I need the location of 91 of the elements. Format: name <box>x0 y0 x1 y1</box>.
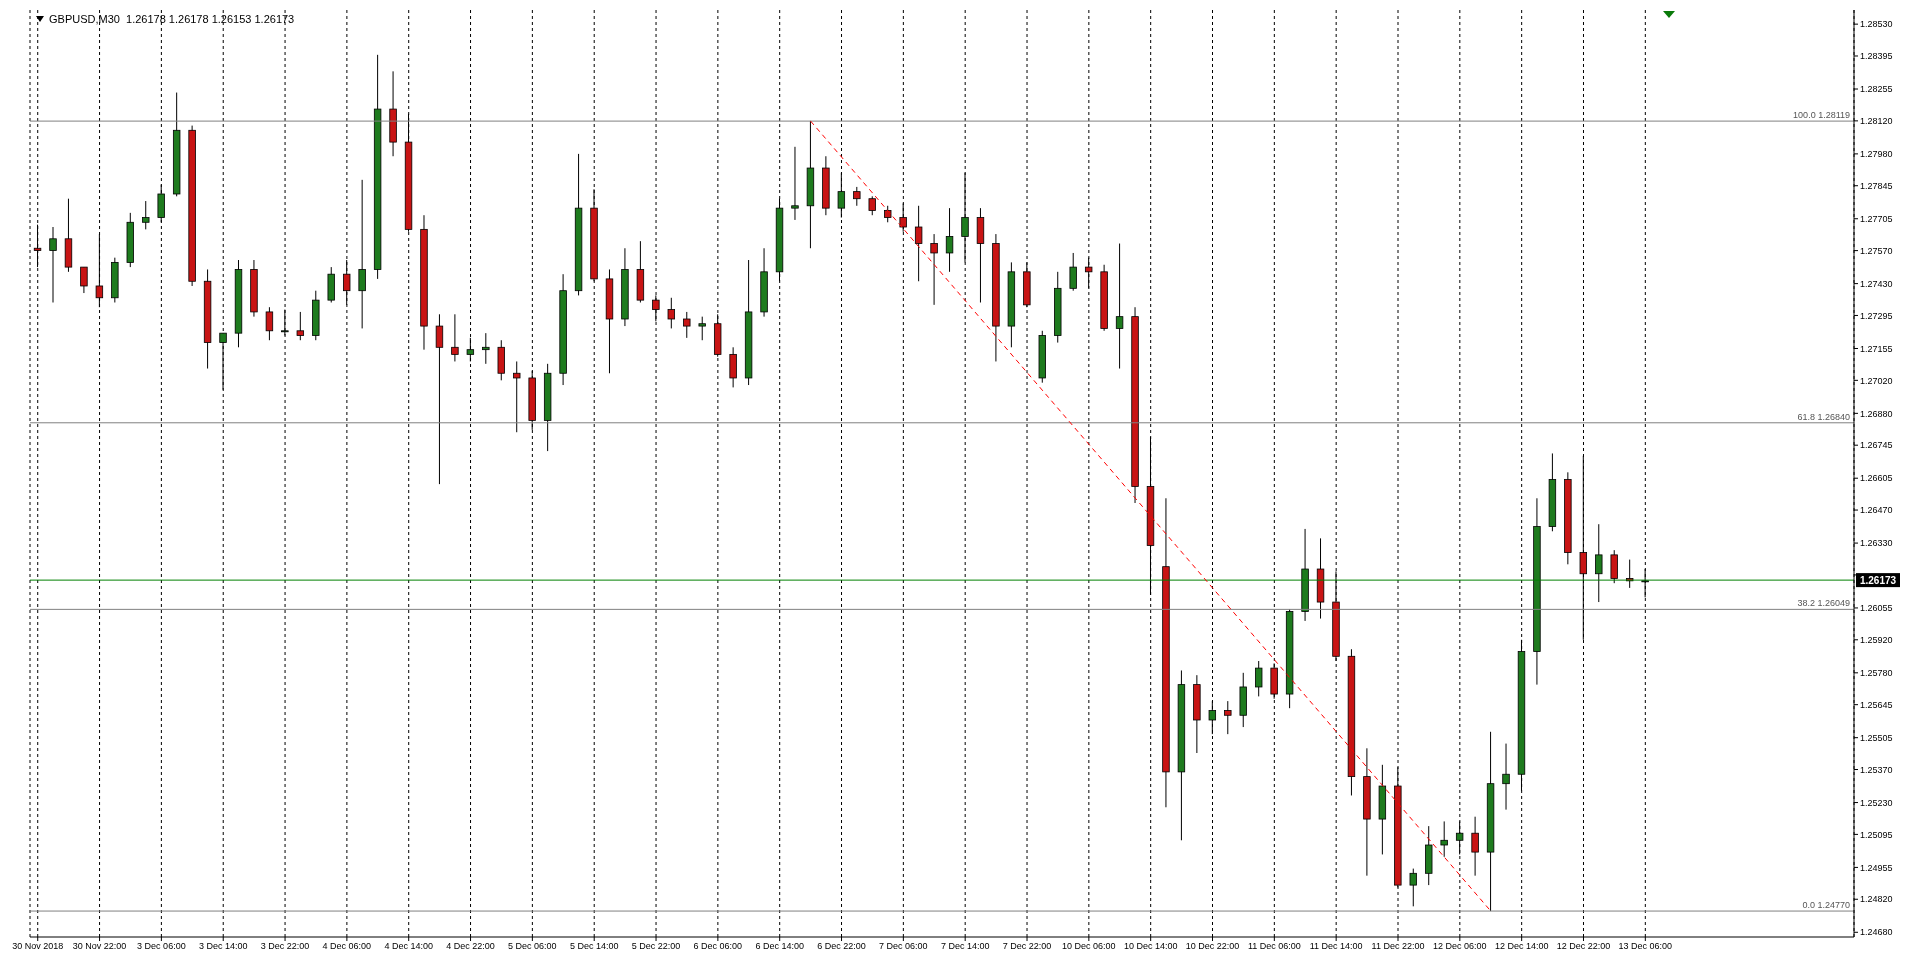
x-tick-label: 3 Dec 06:00 <box>137 941 186 952</box>
ref-line-label: 0.0 1.24770 <box>1802 900 1850 911</box>
y-tick-label: 1.26745 <box>1860 440 1893 451</box>
candlestick <box>1440 820 1448 858</box>
candlestick <box>49 226 57 303</box>
candlestick <box>358 179 366 329</box>
y-tick-label: 1.26330 <box>1860 538 1893 549</box>
x-tick-label: 7 Dec 06:00 <box>879 941 928 952</box>
candlestick <box>667 297 676 329</box>
y-tick-label: 1.26880 <box>1860 408 1893 419</box>
candlestick <box>698 316 706 341</box>
y-tick-label: 1.25780 <box>1860 668 1893 679</box>
y-tick-label: 1.28120 <box>1860 116 1893 127</box>
candlestick <box>1255 660 1263 697</box>
x-tick-label: 10 Dec 22:00 <box>1185 941 1240 952</box>
candlestick <box>853 186 861 207</box>
x-tick-label: 12 Dec 06:00 <box>1433 941 1487 952</box>
x-tick-label: 5 Dec 06:00 <box>508 941 557 952</box>
candlestick <box>1610 549 1618 584</box>
ref-line-label: 38.2 1.26049 <box>1797 598 1850 609</box>
x-tick-label: 12 Dec 22:00 <box>1556 941 1611 952</box>
candlestick <box>482 332 490 365</box>
x-tick-label: 7 Dec 14:00 <box>940 941 990 952</box>
y-tick-label: 1.27430 <box>1860 278 1893 289</box>
x-tick-label: 5 Dec 22:00 <box>631 941 681 952</box>
x-tick-label: 7 Dec 22:00 <box>1002 941 1052 952</box>
y-tick-label: 1.25920 <box>1860 634 1893 645</box>
candlestick <box>1471 816 1479 877</box>
candlestick <box>80 266 88 294</box>
x-tick-label: 11 Dec 14:00 <box>1309 941 1363 952</box>
y-tick-label: 1.27155 <box>1860 343 1893 354</box>
x-tick-label: 4 Dec 22:00 <box>446 941 495 952</box>
candlestick <box>451 313 459 362</box>
x-tick-label: 30 Nov 2018 <box>12 941 64 952</box>
candlestick <box>791 146 799 221</box>
y-tick-label: 1.25505 <box>1860 732 1893 743</box>
y-tick-label: 1.24820 <box>1860 894 1893 905</box>
y-tick-label: 1.28395 <box>1860 51 1893 62</box>
candlestick <box>683 311 691 339</box>
y-tick-label: 1.25095 <box>1860 829 1893 840</box>
x-tick-label: 6 Dec 14:00 <box>755 941 804 952</box>
y-tick-label: 1.26470 <box>1860 505 1893 516</box>
x-tick-label: 12 Dec 14:00 <box>1494 941 1549 952</box>
candlestick <box>914 205 923 282</box>
annotation: 1.26173 <box>1859 575 1897 587</box>
y-tick-label: 1.25230 <box>1860 797 1893 808</box>
y-tick-label: 1.24680 <box>1860 927 1893 938</box>
x-tick-label: 4 Dec 14:00 <box>384 941 433 952</box>
candlestick <box>729 346 737 388</box>
y-tick-label: 1.26605 <box>1860 473 1893 484</box>
ref-line-label: 61.8 1.26840 <box>1797 411 1850 422</box>
x-tick-label: 6 Dec 22:00 <box>817 941 866 952</box>
candlestick <box>296 311 305 341</box>
chart-title: GBPUSD,M30 1.26178 1.26178 1.26153 1.26173 <box>49 13 295 25</box>
candlestick <box>142 200 150 230</box>
candlestick <box>1069 252 1077 292</box>
x-tick-label: 10 Dec 14:00 <box>1123 941 1178 952</box>
candlestick <box>945 207 954 273</box>
candlestick <box>1595 523 1603 603</box>
candlestick <box>930 233 938 306</box>
x-tick-label: 3 Dec 22:00 <box>260 941 310 952</box>
x-tick-label: 30 Nov 22:00 <box>72 941 127 952</box>
candlestick <box>513 360 521 433</box>
x-tick-label: 5 Dec 14:00 <box>569 941 619 952</box>
y-tick-label: 1.27980 <box>1860 149 1893 160</box>
candlestick <box>1502 743 1510 811</box>
x-tick-label: 13 Dec 06:00 <box>1618 941 1673 952</box>
candlestick <box>435 313 444 485</box>
x-tick-label: 3 Dec 14:00 <box>198 941 248 952</box>
y-tick-label: 1.26055 <box>1860 603 1893 614</box>
y-tick-label: 1.27570 <box>1860 245 1893 256</box>
ref-line-label: 100.0 1.28119 <box>1793 110 1850 121</box>
y-tick-label: 1.27845 <box>1860 180 1893 191</box>
x-tick-label: 6 Dec 06:00 <box>693 941 743 952</box>
y-tick-label: 1.28530 <box>1860 19 1893 30</box>
x-tick-label: 11 Dec 22:00 <box>1371 941 1425 952</box>
y-tick-label: 1.25645 <box>1860 699 1893 710</box>
y-tick-label: 1.27295 <box>1860 310 1893 321</box>
x-tick-label: 11 Dec 06:00 <box>1247 941 1301 952</box>
x-tick-label: 10 Dec 06:00 <box>1062 941 1116 952</box>
candlestick <box>1409 868 1417 907</box>
y-tick-label: 1.28255 <box>1860 84 1893 95</box>
candlestick <box>1115 243 1124 370</box>
candlestick <box>265 306 274 341</box>
y-tick-label: 1.25370 <box>1860 764 1893 775</box>
y-tick-label: 1.27020 <box>1860 375 1893 386</box>
x-tick-label: 4 Dec 06:00 <box>322 941 372 952</box>
candlestick <box>868 195 876 216</box>
y-tick-label: 1.27705 <box>1860 213 1893 224</box>
y-tick-label: 1.24955 <box>1860 862 1893 873</box>
candlestick <box>1224 700 1232 735</box>
